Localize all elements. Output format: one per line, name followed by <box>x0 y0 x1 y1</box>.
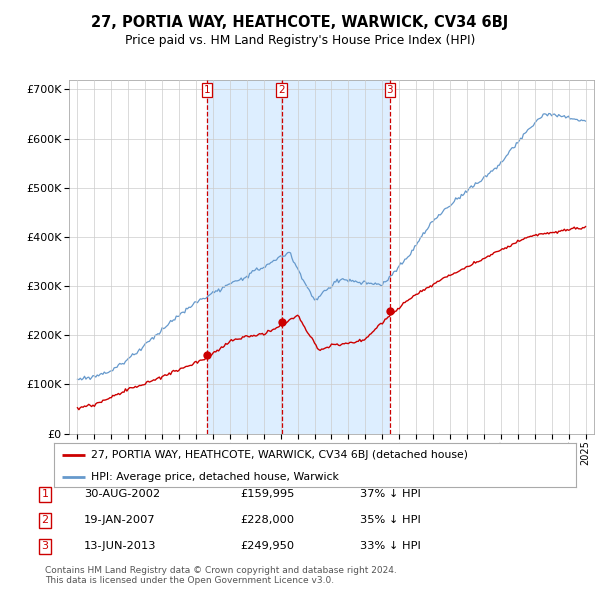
Text: 37% ↓ HPI: 37% ↓ HPI <box>360 490 421 499</box>
Text: Price paid vs. HM Land Registry's House Price Index (HPI): Price paid vs. HM Land Registry's House … <box>125 34 475 47</box>
Text: 2: 2 <box>278 85 285 95</box>
Text: 3: 3 <box>41 542 49 551</box>
Text: 27, PORTIA WAY, HEATHCOTE, WARWICK, CV34 6BJ: 27, PORTIA WAY, HEATHCOTE, WARWICK, CV34… <box>91 15 509 30</box>
Text: 33% ↓ HPI: 33% ↓ HPI <box>360 542 421 551</box>
Bar <box>281 80 390 434</box>
Text: £249,950: £249,950 <box>240 542 294 551</box>
Text: 2: 2 <box>41 516 49 525</box>
Text: HPI: Average price, detached house, Warwick: HPI: Average price, detached house, Warw… <box>91 472 338 482</box>
Text: Contains HM Land Registry data © Crown copyright and database right 2024.
This d: Contains HM Land Registry data © Crown c… <box>45 566 397 585</box>
Text: 19-JAN-2007: 19-JAN-2007 <box>84 516 155 525</box>
Bar <box>207 80 281 434</box>
Text: 30-AUG-2002: 30-AUG-2002 <box>84 490 160 499</box>
Text: 3: 3 <box>386 85 393 95</box>
Text: 35% ↓ HPI: 35% ↓ HPI <box>360 516 421 525</box>
Text: £228,000: £228,000 <box>240 516 294 525</box>
Text: 1: 1 <box>41 490 49 499</box>
Text: £159,995: £159,995 <box>240 490 295 499</box>
Text: 13-JUN-2013: 13-JUN-2013 <box>84 542 157 551</box>
Text: 1: 1 <box>204 85 211 95</box>
Text: 27, PORTIA WAY, HEATHCOTE, WARWICK, CV34 6BJ (detached house): 27, PORTIA WAY, HEATHCOTE, WARWICK, CV34… <box>91 450 467 460</box>
